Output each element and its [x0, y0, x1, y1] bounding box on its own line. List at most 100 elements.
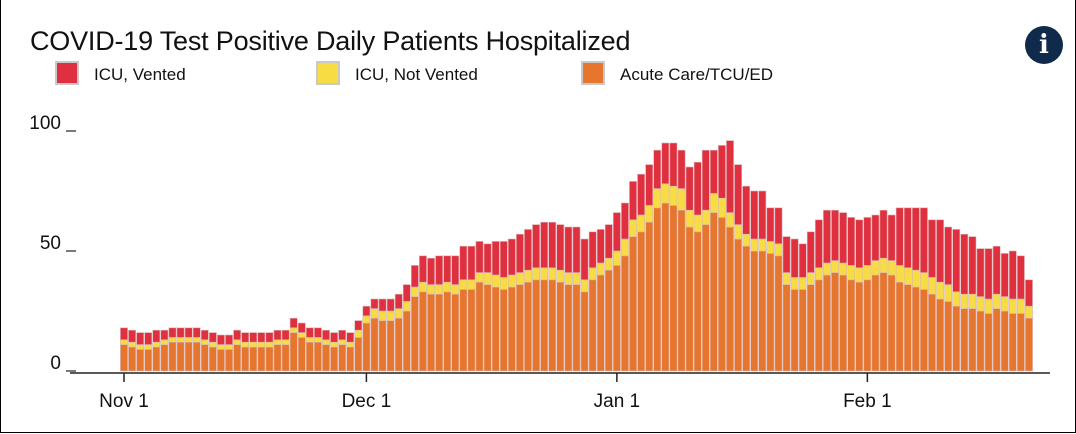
bar-segment [532, 279, 540, 372]
bar-segment [782, 272, 791, 285]
bar-segment [621, 238, 629, 257]
bar-segment [305, 327, 314, 338]
bar-segment [370, 298, 379, 309]
bar-segment [976, 296, 985, 312]
bar-segment [491, 274, 500, 288]
bar-segment [443, 281, 452, 293]
bar-segment [984, 248, 993, 300]
bar-segment [879, 209, 888, 259]
bar-segment [289, 327, 298, 333]
bar-segment [709, 193, 718, 213]
bar-segment [362, 322, 371, 372]
bar-segment [564, 226, 573, 273]
bar-segment [483, 272, 492, 285]
bar-segment [273, 329, 282, 341]
bar-segment [645, 221, 654, 372]
bar-segment [677, 149, 686, 189]
bar-segment [483, 243, 492, 273]
bar-segment [766, 207, 775, 242]
bar-segment [968, 293, 977, 309]
legend-swatch-icu-vented [55, 61, 79, 85]
bar-segment [612, 265, 621, 372]
bar-segment [289, 332, 298, 372]
bar-segment [249, 332, 258, 343]
bar-segment [790, 289, 799, 372]
x-tick-label: Nov 1 [99, 391, 149, 412]
y-tick-label: 50 [40, 233, 61, 254]
bar-segment [322, 329, 330, 341]
bar-segment [1000, 310, 1009, 372]
bar-segment [443, 255, 452, 283]
bar-segment [928, 219, 936, 278]
bar-segment [887, 214, 896, 261]
bar-segment [338, 339, 347, 345]
bar-segment [936, 298, 944, 372]
bar-segment [200, 344, 209, 372]
bar-segment [661, 142, 670, 185]
bar-segment [265, 341, 274, 348]
bar-segment [540, 267, 549, 281]
bar-segment [491, 286, 500, 372]
bar-segment [879, 257, 888, 273]
bar-segment [806, 272, 815, 285]
bar-segment [588, 231, 597, 269]
bar-segment [863, 217, 872, 266]
info-icon[interactable]: i [1025, 26, 1063, 64]
bar-segment [758, 250, 767, 372]
bar-segment [750, 238, 759, 252]
bar-segment [879, 272, 888, 372]
bar-segment [532, 224, 540, 269]
bar-segment [814, 267, 823, 281]
bar-segment [661, 183, 670, 204]
bar-segment [362, 315, 371, 324]
bar-segment [895, 265, 904, 283]
x-tick-label: Feb 1 [843, 391, 892, 412]
bar-segment [629, 236, 637, 372]
bar-segment [774, 243, 783, 257]
bar-segment [305, 341, 314, 372]
bar-segment [556, 281, 565, 372]
bar-segment [467, 289, 476, 372]
bar-segment [944, 226, 953, 285]
bar-segment [184, 337, 193, 343]
bar-segment [790, 238, 799, 278]
bar-segment [160, 329, 169, 341]
bar-segment [370, 317, 379, 372]
bar-segment [936, 219, 944, 283]
bar-segment [297, 322, 306, 333]
bar-segment [903, 284, 912, 372]
bar-segment [564, 272, 573, 285]
bar-segment [507, 274, 516, 288]
bar-segment [451, 255, 460, 285]
bar-segment [1016, 255, 1025, 300]
bar-segment [621, 255, 629, 372]
bar-segment [354, 320, 363, 331]
bar-segment [863, 279, 872, 372]
bar-segment [718, 145, 726, 199]
bar-segment [346, 332, 355, 343]
bar-segment [120, 344, 128, 372]
bar-segment [596, 262, 605, 276]
bar-segment [507, 238, 516, 276]
bar-segment [734, 238, 742, 372]
bar-segment [871, 274, 880, 372]
bar-segment [782, 236, 791, 273]
bar-segment [160, 344, 169, 372]
bar-segment [208, 332, 217, 343]
bar-segment [144, 349, 153, 372]
bar-segment [831, 209, 839, 261]
bar-segment [1016, 313, 1025, 372]
bar-segment [887, 274, 896, 372]
bar-segment [952, 291, 961, 307]
bar-segment [176, 341, 185, 372]
bar-segment [976, 248, 985, 297]
bar-segment [402, 284, 411, 302]
bar-segment [596, 274, 605, 372]
chart-title: COVID-19 Test Positive Daily Patients Ho… [30, 26, 631, 56]
bar-segment [120, 339, 128, 345]
bar-segment [524, 269, 532, 283]
bar-segment [556, 224, 565, 271]
bar-segment [984, 298, 993, 314]
bar-segment [726, 140, 734, 213]
bar-segment [637, 231, 646, 372]
